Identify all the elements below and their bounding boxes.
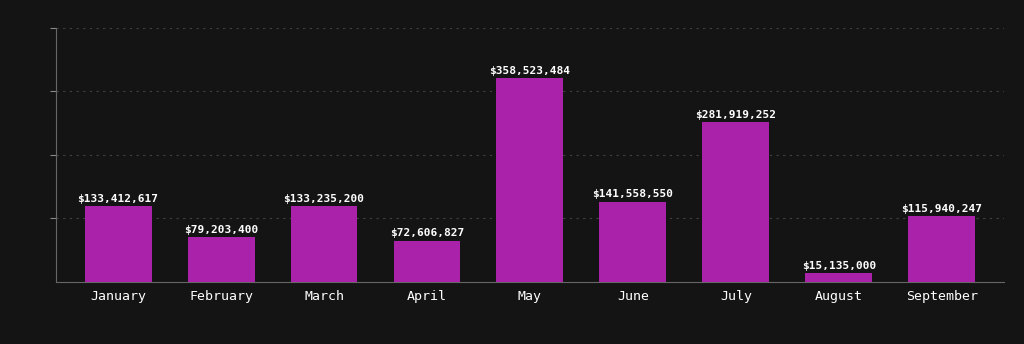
Bar [187,237,255,282]
Text: $115,940,247: $115,940,247 [901,204,982,214]
Bar [702,122,769,282]
Bar [908,216,975,282]
Text: $141,558,550: $141,558,550 [592,189,674,199]
Bar [805,273,872,282]
Text: $72,606,827: $72,606,827 [390,228,464,238]
Text: $133,235,200: $133,235,200 [284,194,365,204]
Text: $358,523,484: $358,523,484 [489,66,570,76]
Bar [497,78,563,282]
Text: $133,412,617: $133,412,617 [78,194,159,204]
Text: $79,203,400: $79,203,400 [184,225,258,235]
Text: $15,135,000: $15,135,000 [802,261,876,271]
Bar [85,206,152,282]
Bar [291,206,357,282]
Text: $281,919,252: $281,919,252 [695,109,776,119]
Bar [393,241,461,282]
Bar [599,202,667,282]
